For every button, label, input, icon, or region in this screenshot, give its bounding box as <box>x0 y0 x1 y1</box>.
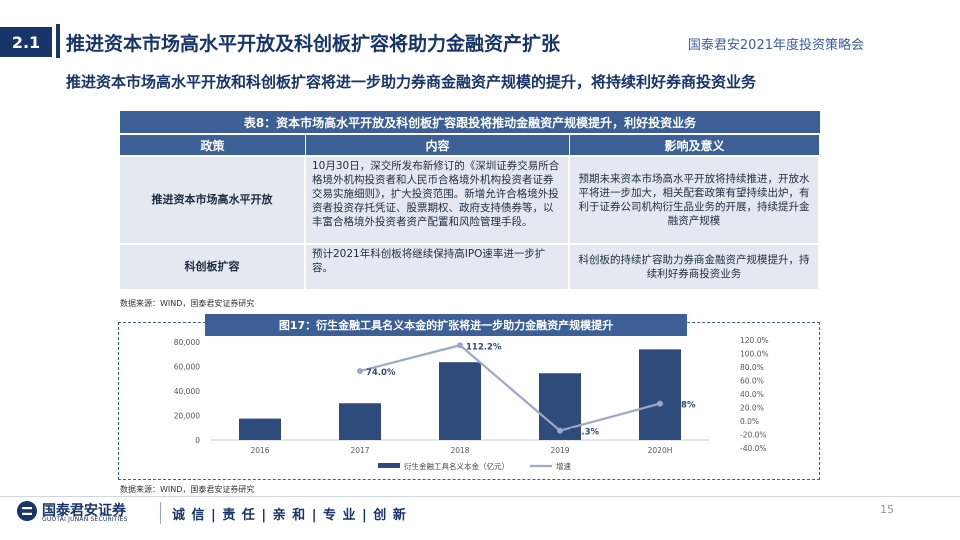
title-accent-bar <box>56 24 60 58</box>
legend-line-label: 增速 <box>556 461 571 471</box>
brand-name: 国泰君安证券 <box>42 503 126 519</box>
chart-source-note: 数据来源：WIND，国泰君安证券研究 <box>120 485 255 494</box>
right-axis-tick-label: -40.0% <box>740 444 767 453</box>
growth-data-label: 112.2% <box>466 342 502 352</box>
report-name: 国泰君安2021年度投资策略会 <box>687 38 864 53</box>
left-axis-tick-label: 0 <box>195 436 200 445</box>
table-cell-policy: 科创板扩容 <box>120 245 306 289</box>
left-axis-tick-label: 80,000 <box>174 338 200 347</box>
bar <box>439 362 481 440</box>
growth-point <box>557 427 563 434</box>
right-axis-tick-label: 60.0% <box>740 377 764 386</box>
growth-data-label: 74.0% <box>366 368 396 378</box>
right-axis-tick-label: 100.0% <box>740 350 769 359</box>
bar <box>339 403 381 440</box>
growth-line <box>359 344 661 432</box>
right-axis-tick-label: 0.0% <box>740 417 759 426</box>
section-number-badge: 2.1 <box>0 27 52 57</box>
table-title: 表8：资本市场高水平开放及科创板扩容跟投将推动金融资产规模提升，利好投资业务 <box>120 111 820 133</box>
table-cell-content: 10月30日，深交所发布新修订的《深圳证券交易所合格境外机构投资者和人民币合格境… <box>306 157 570 243</box>
left-axis-tick-label: 60,000 <box>174 363 200 372</box>
table-header-row: 政策 内容 影响及意义 <box>120 135 820 155</box>
x-axis-tick-label: 2019 <box>550 446 569 455</box>
table-source-note: 数据来源：WIND，国泰君安证券研究 <box>120 299 255 308</box>
legend-bar-label: 衍生金融工具名义本金（亿元） <box>404 461 509 471</box>
x-axis-tick-label: 2020H <box>648 446 673 455</box>
growth-point <box>457 342 463 349</box>
growth-data-label: -14.3% <box>566 428 599 438</box>
table-header-content: 内容 <box>306 135 570 155</box>
x-axis-tick-label: 2016 <box>250 446 269 455</box>
chart-title: 图17：衍生金融工具名义本金的扩张将进一步助力金融资产规模提升 <box>205 314 687 336</box>
legend-bar-swatch <box>378 463 400 468</box>
company-slogan: 诚 信 | 责 任 | 亲 和 | 专 业 | 创 新 <box>172 508 407 523</box>
table-header-policy: 政策 <box>120 135 306 155</box>
growth-point <box>357 368 363 375</box>
right-axis-tick-label: 40.0% <box>740 390 764 399</box>
table-row: 推进资本市场高水平开放 10月30日，深交所发布新修订的《深圳证券交易所合格境外… <box>120 157 820 243</box>
table-cell-impact: 科创板的持续扩容助力券商金融资产规模提升，持续利好券商投资业务 <box>570 245 820 289</box>
footer-divider <box>0 496 960 497</box>
right-axis-tick-label: -20.0% <box>740 431 767 440</box>
table-cell-content: 预计2021年科创板将继续保持高IPO速率进一步扩容。 <box>306 245 570 289</box>
right-axis-tick-label: 80.0% <box>740 363 764 372</box>
table-row: 科创板扩容 预计2021年科创板将继续保持高IPO速率进一步扩容。 科创板的持续… <box>120 245 820 289</box>
policy-table: 表8：资本市场高水平开放及科创板扩容跟投将推动金融资产规模提升，利好投资业务 政… <box>120 111 820 289</box>
page-title: 推进资本市场高水平开放及科创板扩容将助力金融资产扩张 <box>66 33 561 55</box>
x-axis-tick-label: 2017 <box>350 446 369 455</box>
page-number: 15 <box>880 503 894 516</box>
derivatives-chart: 0 20,000 40,000 60,000 80,000 -40.0% -20.0% 0.0… <box>174 336 769 471</box>
bar <box>239 418 281 440</box>
right-axis-tick-label: 120.0% <box>740 336 769 345</box>
company-logo-icon <box>17 501 37 521</box>
bar <box>639 349 681 440</box>
left-axis-tick-label: 20,000 <box>174 412 200 421</box>
table-header-impact: 影响及意义 <box>570 135 820 155</box>
footer-separator <box>160 502 161 524</box>
left-axis-tick-label: 40,000 <box>174 387 200 396</box>
growth-point <box>657 400 663 407</box>
growth-data-label: 25.8% <box>666 401 696 411</box>
table-cell-policy: 推进资本市场高水平开放 <box>120 157 306 243</box>
table-cell-impact: 预期未来资本市场高水平开放将持续推进，开放水平将进一步加大，相关配套政策有望持续… <box>570 157 820 243</box>
page-subtitle: 推进资本市场高水平开放和科创板扩容将进一步助力券商金融资产规模的提升，将持续利好… <box>66 73 757 91</box>
brand-name-en: GUOTAI JUNAN SECURITIES <box>42 516 128 523</box>
right-axis-tick-label: 20.0% <box>740 404 764 413</box>
x-axis-tick-label: 2018 <box>450 446 469 455</box>
